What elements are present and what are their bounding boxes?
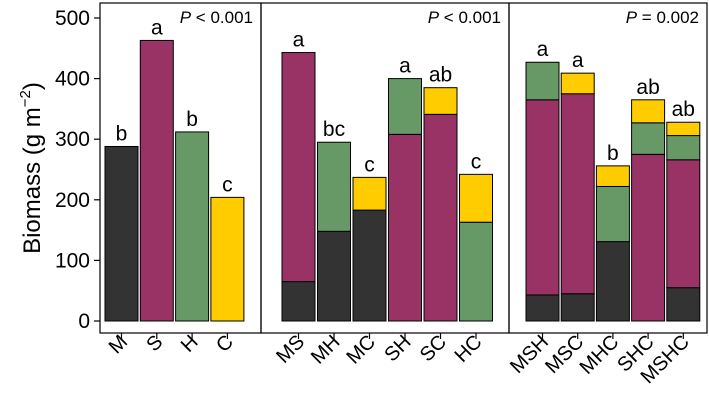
significance-letter: a <box>151 16 163 39</box>
significance-letter: c <box>364 153 375 176</box>
significance-letter: a <box>293 29 305 52</box>
bar-segment-SHC-C <box>631 99 666 124</box>
bar-segment-MS-M <box>281 281 316 322</box>
bar-segment-S-S <box>139 39 174 322</box>
significance-letter: c <box>471 150 482 173</box>
bar-segment-MSH-M <box>525 294 560 322</box>
x-tick-label: HC <box>451 331 487 367</box>
y-axis: 0 100 200 300 400 500 <box>55 7 100 333</box>
bar-H: bH <box>175 108 210 357</box>
bar-segment-MS-S <box>281 52 316 283</box>
y-tick-label: 500 <box>55 7 90 30</box>
x-tick-label: H <box>177 331 203 357</box>
bar-segment-HC-H <box>459 221 493 322</box>
x-tick-label: MSH <box>506 331 553 378</box>
significance-letter: ab <box>672 98 695 121</box>
x-tick-label: C <box>212 331 238 357</box>
significance-letter: b <box>116 122 128 145</box>
bar-segment-H-H <box>175 131 210 322</box>
significance-letter: a <box>537 38 549 61</box>
bar-segment-MSC-M <box>560 293 595 322</box>
bar-segment-MHC-C <box>595 165 630 187</box>
bar-C: cC <box>210 173 245 357</box>
bar-segment-MSH-S <box>525 99 560 296</box>
bar-segment-MH-H <box>317 141 351 232</box>
bar-MH: bc MH <box>307 118 351 369</box>
p-value-label: P < 0.001 <box>428 8 501 27</box>
x-tick-label: SC <box>416 331 451 366</box>
significance-letter: a <box>572 49 584 72</box>
bar-segment-MSH-H <box>525 61 560 101</box>
bar-segment-MSHC-M <box>666 287 701 322</box>
significance-letter: c <box>222 173 233 196</box>
bar-segment-SHC-S <box>631 153 666 322</box>
bar-segment-MH-M <box>317 230 351 322</box>
x-tick-label: SH <box>380 331 415 366</box>
x-tick-label: MSC <box>541 331 588 378</box>
significance-letter: bc <box>323 118 345 141</box>
y-tick-label: 300 <box>55 128 90 151</box>
significance-letter: b <box>607 142 619 165</box>
bar-segment-MSC-S <box>560 93 595 295</box>
bar-MS: a MS <box>272 29 316 368</box>
x-tick-label: MHC <box>576 331 624 379</box>
bar-segment-MSHC-S <box>666 159 701 289</box>
y-tick-label: 100 <box>55 249 90 272</box>
x-tick-label: MS <box>272 331 309 368</box>
bar-segment-MSHC-C <box>666 121 701 137</box>
bar-segment-MHC-H <box>595 185 630 243</box>
x-tick-label: MC <box>342 331 380 369</box>
bar-segment-SHC-H <box>631 122 666 155</box>
y-tick-label: 0 <box>78 310 90 333</box>
p-value-label: P = 0.002 <box>626 8 699 27</box>
bar-segment-SC-S <box>423 113 458 322</box>
bar-segment-M-M <box>104 145 139 322</box>
bar-segment-MHC-M <box>595 241 630 322</box>
significance-letter: a <box>399 55 411 78</box>
bar-segment-MSHC-H <box>666 135 701 161</box>
bar-HC: c HC <box>451 150 493 367</box>
bar-S: aS <box>139 16 174 356</box>
bar-SC: ab SC <box>416 64 458 366</box>
x-tick-label: M <box>105 331 132 358</box>
significance-letter: b <box>186 108 198 131</box>
bar-segment-HC-C <box>459 173 493 223</box>
panel-frame <box>508 2 708 334</box>
y-axis-label: Biomass (g m−2) <box>17 82 46 254</box>
bar-SH: a SH <box>380 55 422 366</box>
x-tick-label: MH <box>307 331 345 369</box>
p-value-label: P < 0.001 <box>180 8 253 27</box>
y-tick-label: 200 <box>55 189 90 212</box>
y-tick-label: 400 <box>55 68 90 91</box>
bar-segment-MC-C <box>352 176 387 211</box>
bar-segment-MC-M <box>352 209 387 322</box>
bar-M: bM <box>104 122 139 358</box>
significance-letter: ab <box>429 64 452 87</box>
panel-2: P < 0.001 a MS bc MH c MC a SH ab SC c HC <box>260 2 510 369</box>
bar-MSH: a MSH <box>506 38 560 378</box>
bar-segment-SC-C <box>423 87 458 115</box>
significance-letter: ab <box>636 76 659 99</box>
bar-segment-SH-S <box>388 133 422 322</box>
bar-segment-SH-H <box>388 78 422 135</box>
bar-segment-C-C <box>210 196 245 322</box>
x-tick-label: S <box>142 331 167 356</box>
bar-segment-MSC-C <box>560 72 595 95</box>
